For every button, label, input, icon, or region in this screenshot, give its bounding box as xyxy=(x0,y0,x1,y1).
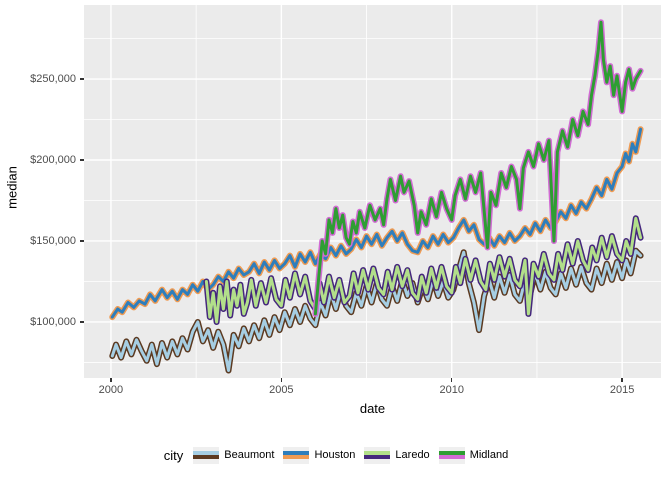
y-axis-tick-mark xyxy=(80,159,84,161)
plot-panel xyxy=(84,5,661,378)
x-axis-tick-mark xyxy=(450,378,453,382)
y-axis-tick-mark xyxy=(80,240,84,242)
legend-item-label: Laredo xyxy=(395,449,430,461)
y-tick-label: $250,000 xyxy=(30,73,76,86)
series-line-laredo xyxy=(204,216,643,324)
legend-key-icon xyxy=(364,446,391,464)
legend-item-beaumont: Beaumont xyxy=(193,446,275,464)
legend-key-outline-stripe xyxy=(193,455,220,459)
legend-item-midland: Midland xyxy=(438,446,509,464)
legend-title: city xyxy=(163,447,184,463)
legend-key-outline-stripe xyxy=(438,455,465,459)
x-axis-tick-mark xyxy=(621,378,623,382)
y-axis-tick-mark xyxy=(80,321,84,323)
legend-key-outline-stripe xyxy=(283,455,310,459)
y-tick-label: $200,000 xyxy=(30,153,76,166)
y-axis-tick-mark xyxy=(80,78,84,80)
x-axis-tick-mark xyxy=(110,378,112,382)
series-line-midland xyxy=(313,20,643,316)
legend-key-inner-stripe xyxy=(283,451,310,455)
legend-key-icon xyxy=(283,446,310,464)
legend-item-label: Midland xyxy=(469,449,509,461)
x-tick-label: 2015 xyxy=(609,384,635,396)
legend-key-icon xyxy=(193,446,220,464)
legend-key-inner-stripe xyxy=(193,451,220,455)
x-axis-title: date xyxy=(359,401,386,416)
legend-key-inner-stripe xyxy=(364,451,391,455)
legend-item-label: Houston xyxy=(314,449,356,461)
legend-items: Beaumont Houston Laredo Midland xyxy=(193,446,509,464)
x-axis-tick-mark xyxy=(280,378,283,382)
legend-key-icon xyxy=(438,446,465,464)
legend-item-houston: Houston xyxy=(283,446,356,464)
legend-key-outline-stripe xyxy=(364,455,391,459)
legend-key-inner-stripe xyxy=(438,451,465,455)
legend-item-laredo: Laredo xyxy=(364,446,430,464)
x-tick-label: 2000 xyxy=(98,384,124,396)
x-tick-label: 2005 xyxy=(269,384,294,396)
y-tick-label: $150,000 xyxy=(30,234,76,247)
legend-item-label: Beaumont xyxy=(224,449,275,461)
plot-area-svg xyxy=(84,5,661,378)
legend: city Beaumont Houston Laredo Midland xyxy=(0,443,672,467)
y-tick-label: $100,000 xyxy=(30,315,76,328)
x-tick-label: 2010 xyxy=(439,384,464,396)
